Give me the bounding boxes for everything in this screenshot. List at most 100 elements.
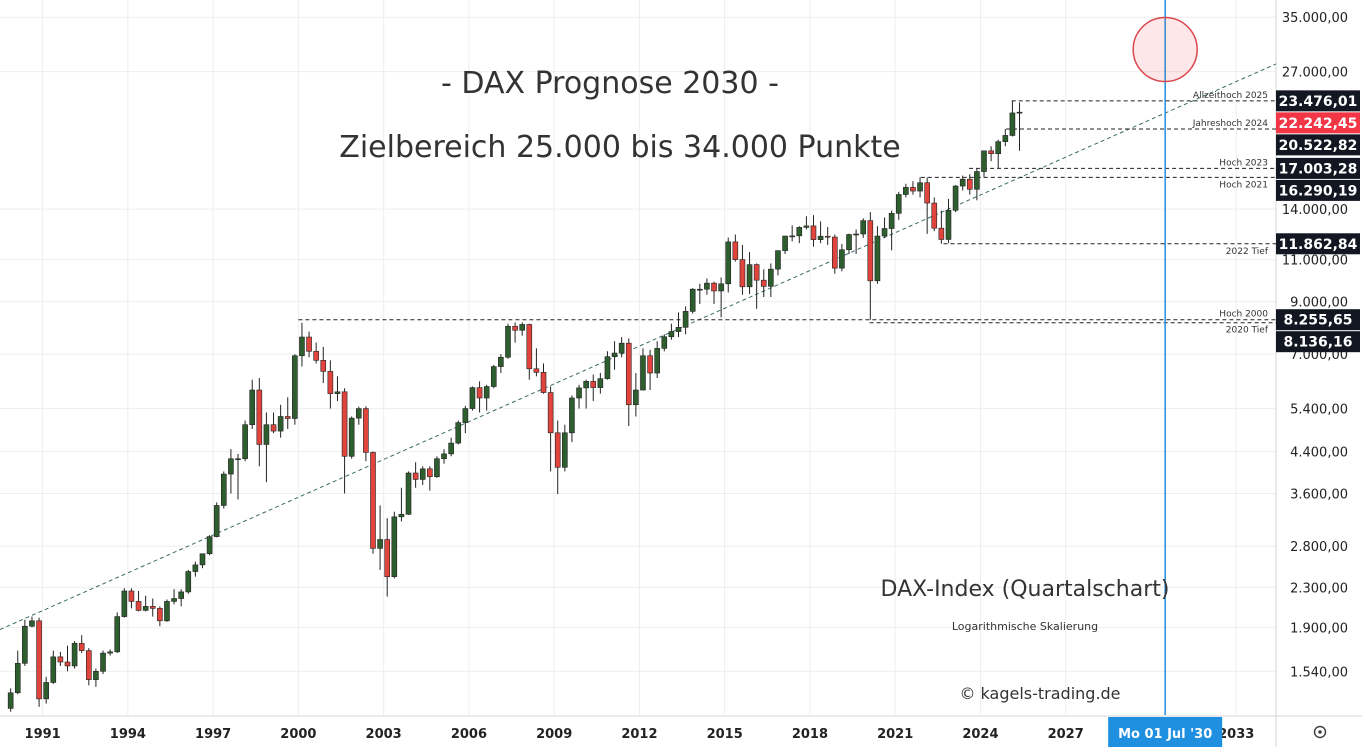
candle-body-up bbox=[107, 651, 113, 654]
candle bbox=[483, 384, 490, 411]
candle bbox=[128, 588, 135, 609]
y-tick-label: 1.900,00 bbox=[1290, 621, 1348, 636]
candle-body-up bbox=[768, 268, 774, 287]
crosshair-date-label: Mo 01 Jul '30 bbox=[1118, 727, 1212, 742]
y-tick-label: 5.400,00 bbox=[1290, 403, 1348, 418]
candle bbox=[924, 177, 930, 234]
level-name: 2020 Tief bbox=[1226, 326, 1269, 336]
candle bbox=[810, 215, 817, 247]
candle-body-up bbox=[22, 625, 28, 664]
candle bbox=[235, 453, 241, 500]
y-axis[interactable]: 35.000,00 27.000,00 14.000,00 11.000,00 9.00… bbox=[1282, 11, 1348, 680]
candle-body-up bbox=[661, 336, 668, 349]
candle bbox=[228, 449, 234, 494]
candle-body-down bbox=[931, 202, 938, 229]
y-tick-label: 27.000,00 bbox=[1282, 66, 1348, 81]
candle bbox=[554, 420, 561, 495]
candle bbox=[753, 263, 760, 309]
candle-body-down bbox=[647, 355, 653, 374]
candle bbox=[931, 197, 938, 232]
candle bbox=[178, 589, 184, 607]
candle-body-up bbox=[398, 513, 405, 518]
y-tick-label: 35.000,00 bbox=[1282, 11, 1348, 26]
candle-body-down bbox=[135, 601, 142, 611]
candle-body-up bbox=[377, 539, 383, 549]
settings-icon[interactable] bbox=[1313, 725, 1327, 739]
level-name: Jahreshoch 2024 bbox=[1192, 119, 1269, 129]
candle bbox=[327, 360, 334, 409]
x-tick-label: 2000 bbox=[280, 727, 316, 742]
candle-body-up bbox=[995, 141, 1002, 154]
candle bbox=[427, 466, 433, 491]
candle bbox=[789, 225, 795, 242]
candle-body-down bbox=[512, 325, 518, 331]
candle-body-down bbox=[625, 342, 632, 406]
candle-body-up bbox=[292, 355, 298, 419]
candle bbox=[860, 218, 867, 238]
candle bbox=[668, 323, 675, 340]
candle bbox=[206, 535, 213, 556]
candle bbox=[29, 616, 35, 628]
candle-body-down bbox=[412, 472, 419, 480]
candle-body-down bbox=[924, 182, 930, 204]
candle bbox=[966, 174, 973, 195]
candle bbox=[292, 354, 298, 425]
candle bbox=[704, 278, 710, 295]
y-tick-label: 2.300,00 bbox=[1290, 581, 1348, 596]
candle-body-down bbox=[540, 372, 547, 393]
candle-body-down bbox=[753, 264, 760, 281]
candle-body-up bbox=[483, 386, 490, 399]
candle-body-up bbox=[633, 389, 639, 406]
candle-body-down bbox=[810, 225, 817, 240]
candle-body-up bbox=[611, 352, 618, 357]
candle bbox=[547, 386, 554, 472]
price-box bbox=[1276, 331, 1360, 353]
candle-body-up bbox=[718, 283, 724, 292]
candle bbox=[78, 635, 85, 654]
candle-body-up bbox=[348, 417, 355, 457]
candle-body-up bbox=[817, 235, 824, 240]
candle bbox=[995, 139, 1002, 169]
candle-body-up bbox=[206, 536, 213, 555]
copyright-text: © kagels-trading.de bbox=[959, 684, 1120, 703]
candle bbox=[220, 471, 227, 509]
candle-body-up bbox=[895, 194, 902, 214]
x-axis[interactable]: 1991 1994 1997 2000 2003 2006 2009 2012 2015 2018… bbox=[25, 717, 1255, 747]
candle-body-up bbox=[1016, 111, 1023, 114]
candle-body-up bbox=[945, 209, 952, 240]
candle bbox=[306, 331, 312, 358]
candle-body-up bbox=[618, 342, 625, 354]
candle bbox=[171, 589, 177, 605]
candle bbox=[370, 451, 376, 554]
candle-body-up bbox=[725, 241, 732, 285]
candle bbox=[277, 404, 284, 438]
candle-body-down bbox=[157, 608, 163, 622]
candle-body-up bbox=[419, 468, 426, 480]
candle-body-down bbox=[739, 259, 746, 288]
candle bbox=[1009, 100, 1016, 137]
candle-body-up bbox=[242, 424, 248, 460]
candle-body-up bbox=[981, 150, 987, 172]
candle bbox=[341, 388, 348, 494]
candle bbox=[981, 150, 987, 178]
candle-body-up bbox=[29, 620, 35, 627]
price-box-label: 17.003,28 bbox=[1279, 161, 1358, 177]
candle bbox=[540, 363, 547, 394]
candle bbox=[895, 191, 902, 220]
y-tick-label: 9.000,00 bbox=[1290, 296, 1348, 311]
candle bbox=[448, 437, 454, 457]
candle-body-up bbox=[597, 378, 604, 388]
candle bbox=[526, 323, 533, 380]
candle bbox=[469, 386, 476, 411]
candle-body-up bbox=[142, 606, 149, 611]
candle-body-up bbox=[746, 264, 753, 288]
candle bbox=[782, 235, 788, 254]
x-tick-label: 2012 bbox=[621, 727, 657, 742]
candle bbox=[562, 424, 568, 472]
candle-body-down bbox=[384, 539, 391, 577]
candle-body-up bbox=[888, 213, 895, 229]
x-tick-label: 1991 bbox=[25, 727, 61, 742]
candle bbox=[213, 502, 220, 538]
